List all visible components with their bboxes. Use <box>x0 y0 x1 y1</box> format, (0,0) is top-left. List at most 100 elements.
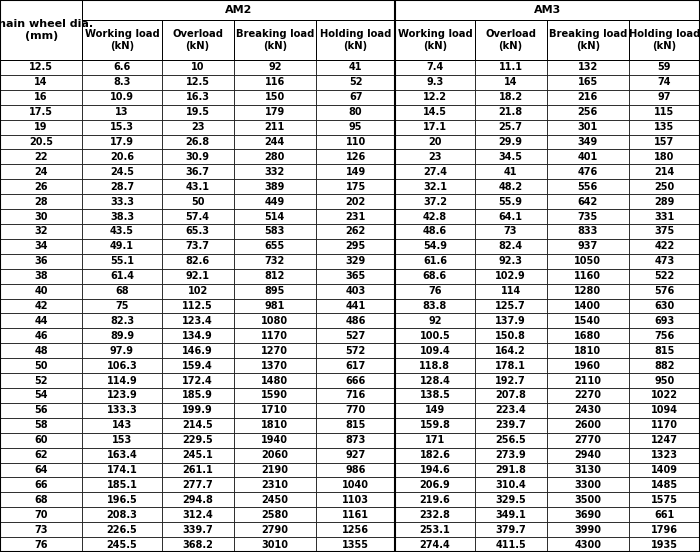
Text: 214: 214 <box>654 167 675 177</box>
Bar <box>629 20 700 60</box>
Text: 716: 716 <box>346 390 366 400</box>
Bar <box>316 388 395 403</box>
Text: 403: 403 <box>346 286 366 296</box>
Bar <box>234 179 316 194</box>
Text: 150: 150 <box>265 92 285 102</box>
Text: 514: 514 <box>265 211 285 221</box>
Bar <box>547 284 629 299</box>
Text: 2600: 2600 <box>574 420 601 430</box>
Text: 68.6: 68.6 <box>423 271 447 281</box>
Bar <box>475 328 547 343</box>
Text: 133.3: 133.3 <box>106 405 137 415</box>
Text: 486: 486 <box>346 316 366 326</box>
Bar <box>629 269 700 284</box>
Text: 229.5: 229.5 <box>182 435 213 445</box>
Text: 756: 756 <box>654 331 675 341</box>
Text: 97: 97 <box>658 92 671 102</box>
Text: 17.5: 17.5 <box>29 107 53 117</box>
Bar <box>0 254 83 269</box>
Text: 226.5: 226.5 <box>106 524 137 535</box>
Text: 329.5: 329.5 <box>495 495 526 505</box>
Bar <box>83 537 162 552</box>
Bar <box>234 433 316 448</box>
Text: 64.1: 64.1 <box>498 211 523 221</box>
Text: 92: 92 <box>428 316 442 326</box>
Text: 185.9: 185.9 <box>182 390 213 400</box>
Text: 26.8: 26.8 <box>186 137 210 147</box>
Bar <box>395 343 475 358</box>
Bar <box>475 209 547 224</box>
Bar <box>316 224 395 239</box>
Bar <box>316 433 395 448</box>
Text: 441: 441 <box>346 301 366 311</box>
Text: 92: 92 <box>268 62 281 72</box>
Text: 329: 329 <box>346 256 366 266</box>
Text: 54.9: 54.9 <box>423 241 447 251</box>
Bar <box>234 20 316 60</box>
Bar <box>316 314 395 328</box>
Text: 48.2: 48.2 <box>498 182 523 192</box>
Bar <box>475 224 547 239</box>
Text: 2310: 2310 <box>261 480 288 490</box>
Text: 163.4: 163.4 <box>106 450 137 460</box>
Bar <box>475 537 547 552</box>
Text: 37.2: 37.2 <box>423 197 447 206</box>
Text: 15.3: 15.3 <box>110 122 134 132</box>
Bar <box>162 135 234 150</box>
Bar <box>547 90 629 105</box>
Bar <box>83 433 162 448</box>
Bar <box>547 328 629 343</box>
Text: 32.1: 32.1 <box>423 182 447 192</box>
Bar <box>395 433 475 448</box>
Bar <box>162 343 234 358</box>
Bar <box>475 105 547 120</box>
Bar <box>547 105 629 120</box>
Bar <box>162 522 234 537</box>
Bar <box>162 254 234 269</box>
Bar <box>395 269 475 284</box>
Bar <box>395 194 475 209</box>
Bar <box>629 224 700 239</box>
Text: 112.5: 112.5 <box>182 301 213 311</box>
Text: 368.2: 368.2 <box>182 539 213 550</box>
Bar <box>395 135 475 150</box>
Text: 1040: 1040 <box>342 480 369 490</box>
Text: 693: 693 <box>654 316 675 326</box>
Bar <box>162 150 234 164</box>
Bar <box>475 448 547 463</box>
Text: 54: 54 <box>34 390 48 400</box>
Bar <box>0 284 83 299</box>
Text: 13: 13 <box>116 107 129 117</box>
Text: 49.1: 49.1 <box>110 241 134 251</box>
Text: 244: 244 <box>265 137 285 147</box>
Text: 873: 873 <box>346 435 366 445</box>
Bar <box>316 179 395 194</box>
Text: 70: 70 <box>34 509 48 520</box>
Bar <box>0 0 83 60</box>
Bar <box>629 179 700 194</box>
Text: 50: 50 <box>34 360 48 370</box>
Text: 3690: 3690 <box>574 509 601 520</box>
Text: Overload
(kN): Overload (kN) <box>172 29 223 51</box>
Text: 56: 56 <box>34 405 48 415</box>
Text: 666: 666 <box>346 375 366 385</box>
Bar <box>629 373 700 388</box>
Text: 199.9: 199.9 <box>182 405 213 415</box>
Bar <box>316 477 395 492</box>
Bar <box>475 463 547 477</box>
Bar <box>234 418 316 433</box>
Text: 179: 179 <box>265 107 285 117</box>
Bar <box>234 239 316 254</box>
Bar <box>629 209 700 224</box>
Bar <box>475 164 547 179</box>
Bar <box>316 403 395 418</box>
Text: 52: 52 <box>349 77 363 87</box>
Bar <box>162 388 234 403</box>
Bar <box>395 209 475 224</box>
Text: 1940: 1940 <box>261 435 288 445</box>
Text: 274.4: 274.4 <box>419 539 450 550</box>
Text: 576: 576 <box>654 286 675 296</box>
Bar <box>0 75 83 90</box>
Bar <box>234 328 316 343</box>
Text: 134.9: 134.9 <box>182 331 213 341</box>
